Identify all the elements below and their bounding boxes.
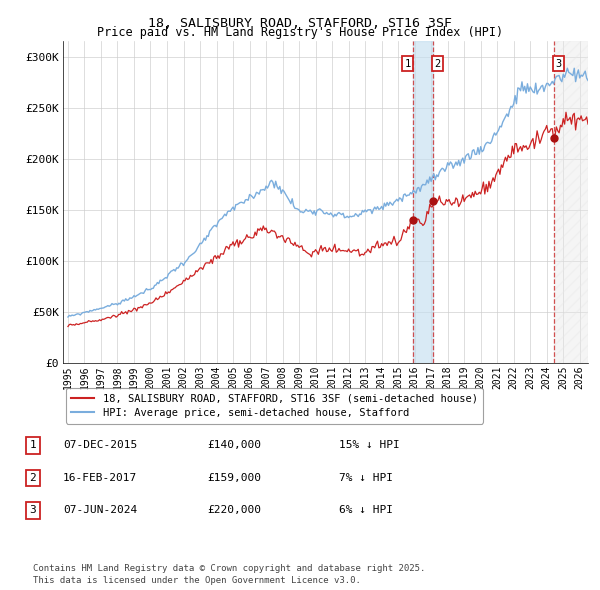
Bar — [413, 41, 433, 363]
Bar — [554, 41, 588, 363]
Text: 2: 2 — [434, 59, 441, 69]
Text: 07-DEC-2015: 07-DEC-2015 — [63, 441, 137, 450]
Text: 16-FEB-2017: 16-FEB-2017 — [63, 473, 137, 483]
Text: 6% ↓ HPI: 6% ↓ HPI — [339, 506, 393, 515]
Text: 2: 2 — [29, 473, 37, 483]
Text: Contains HM Land Registry data © Crown copyright and database right 2025.
This d: Contains HM Land Registry data © Crown c… — [33, 564, 425, 585]
Text: Price paid vs. HM Land Registry's House Price Index (HPI): Price paid vs. HM Land Registry's House … — [97, 26, 503, 39]
Text: £159,000: £159,000 — [207, 473, 261, 483]
Text: 3: 3 — [29, 506, 37, 515]
Text: 07-JUN-2024: 07-JUN-2024 — [63, 506, 137, 515]
Text: 18, SALISBURY ROAD, STAFFORD, ST16 3SF: 18, SALISBURY ROAD, STAFFORD, ST16 3SF — [148, 17, 452, 30]
Text: 1: 1 — [29, 441, 37, 450]
Text: 3: 3 — [556, 59, 562, 69]
Text: £140,000: £140,000 — [207, 441, 261, 450]
Text: 7% ↓ HPI: 7% ↓ HPI — [339, 473, 393, 483]
Legend: 18, SALISBURY ROAD, STAFFORD, ST16 3SF (semi-detached house), HPI: Average price: 18, SALISBURY ROAD, STAFFORD, ST16 3SF (… — [65, 388, 483, 424]
Text: £220,000: £220,000 — [207, 506, 261, 515]
Text: 1: 1 — [404, 59, 410, 69]
Text: 15% ↓ HPI: 15% ↓ HPI — [339, 441, 400, 450]
